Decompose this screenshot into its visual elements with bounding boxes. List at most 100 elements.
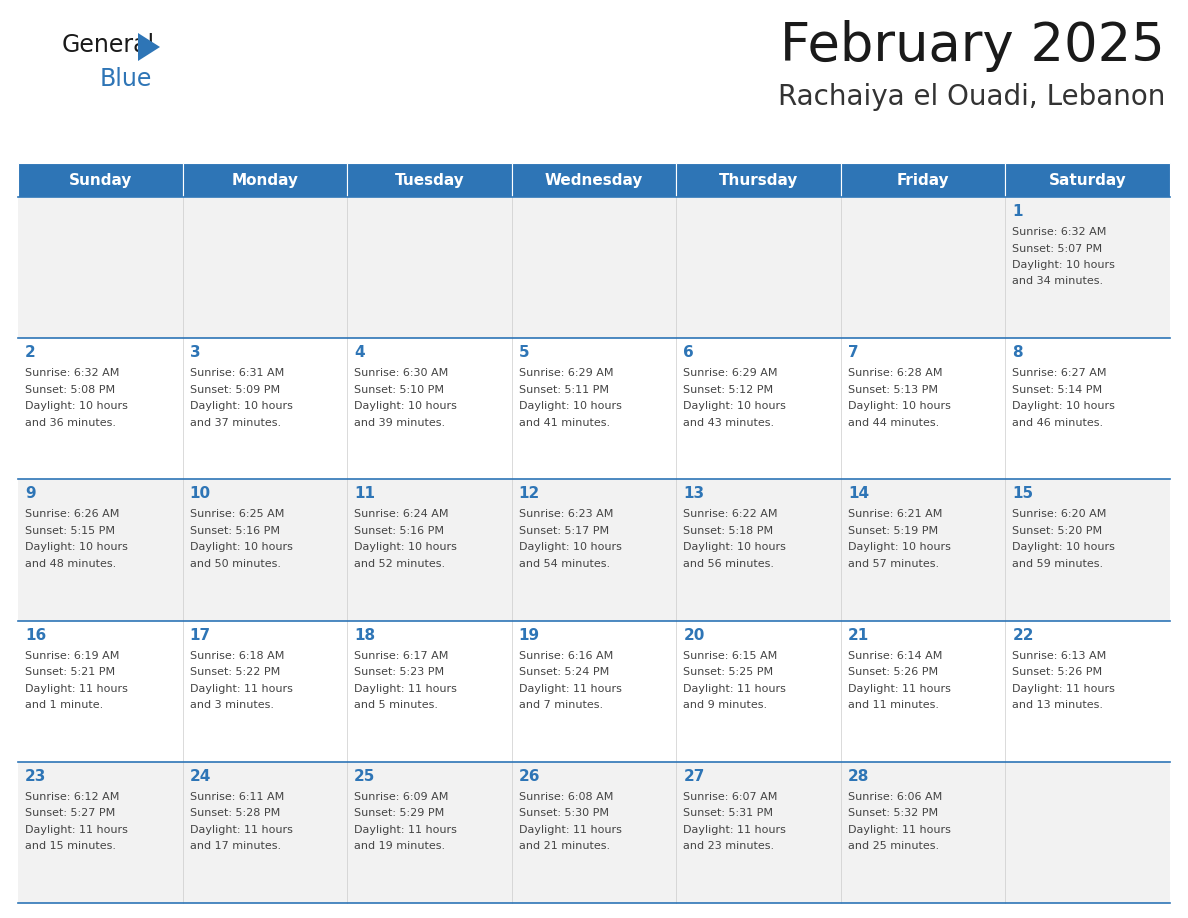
Text: Monday: Monday bbox=[232, 173, 298, 187]
Text: Sunrise: 6:24 AM: Sunrise: 6:24 AM bbox=[354, 509, 449, 520]
Text: 9: 9 bbox=[25, 487, 36, 501]
Text: Daylight: 10 hours: Daylight: 10 hours bbox=[190, 401, 292, 411]
Text: Daylight: 11 hours: Daylight: 11 hours bbox=[519, 824, 621, 834]
Text: Sunrise: 6:11 AM: Sunrise: 6:11 AM bbox=[190, 792, 284, 801]
Text: Sunset: 5:14 PM: Sunset: 5:14 PM bbox=[1012, 385, 1102, 395]
Text: Sunrise: 6:18 AM: Sunrise: 6:18 AM bbox=[190, 651, 284, 661]
Text: Sunrise: 6:16 AM: Sunrise: 6:16 AM bbox=[519, 651, 613, 661]
Text: 27: 27 bbox=[683, 768, 704, 784]
Text: Sunrise: 6:26 AM: Sunrise: 6:26 AM bbox=[25, 509, 119, 520]
Text: Sunrise: 6:08 AM: Sunrise: 6:08 AM bbox=[519, 792, 613, 801]
Text: and 50 minutes.: and 50 minutes. bbox=[190, 559, 280, 569]
Text: and 1 minute.: and 1 minute. bbox=[25, 700, 103, 711]
Text: Wednesday: Wednesday bbox=[545, 173, 643, 187]
Text: Sunrise: 6:31 AM: Sunrise: 6:31 AM bbox=[190, 368, 284, 378]
Bar bbox=[676, 197, 841, 338]
Text: Sunset: 5:21 PM: Sunset: 5:21 PM bbox=[25, 667, 115, 677]
Text: and 37 minutes.: and 37 minutes. bbox=[190, 418, 280, 428]
Bar bbox=[18, 197, 183, 338]
Text: Sunset: 5:29 PM: Sunset: 5:29 PM bbox=[354, 809, 444, 818]
Text: and 52 minutes.: and 52 minutes. bbox=[354, 559, 446, 569]
Text: Sunrise: 6:23 AM: Sunrise: 6:23 AM bbox=[519, 509, 613, 520]
Text: Sunrise: 6:07 AM: Sunrise: 6:07 AM bbox=[683, 792, 778, 801]
Bar bbox=[676, 479, 841, 621]
Text: Daylight: 11 hours: Daylight: 11 hours bbox=[354, 684, 457, 694]
Text: and 25 minutes.: and 25 minutes. bbox=[848, 841, 939, 851]
Text: Sunrise: 6:32 AM: Sunrise: 6:32 AM bbox=[25, 368, 119, 378]
Text: 3: 3 bbox=[190, 345, 201, 360]
Text: Daylight: 11 hours: Daylight: 11 hours bbox=[1012, 684, 1116, 694]
Bar bbox=[512, 338, 676, 479]
Text: Sunset: 5:24 PM: Sunset: 5:24 PM bbox=[519, 667, 609, 677]
Text: Daylight: 11 hours: Daylight: 11 hours bbox=[683, 824, 786, 834]
Text: Sunrise: 6:32 AM: Sunrise: 6:32 AM bbox=[1012, 227, 1107, 237]
Text: Daylight: 10 hours: Daylight: 10 hours bbox=[683, 543, 786, 553]
Text: 24: 24 bbox=[190, 768, 211, 784]
Text: Sunset: 5:32 PM: Sunset: 5:32 PM bbox=[848, 809, 939, 818]
Text: 4: 4 bbox=[354, 345, 365, 360]
Text: Sunrise: 6:06 AM: Sunrise: 6:06 AM bbox=[848, 792, 942, 801]
Text: and 44 minutes.: and 44 minutes. bbox=[848, 418, 939, 428]
Bar bbox=[347, 163, 512, 197]
Bar bbox=[347, 338, 512, 479]
Text: Sunset: 5:23 PM: Sunset: 5:23 PM bbox=[354, 667, 444, 677]
Text: 2: 2 bbox=[25, 345, 36, 360]
Bar bbox=[676, 621, 841, 762]
Text: 22: 22 bbox=[1012, 628, 1034, 643]
Text: Daylight: 10 hours: Daylight: 10 hours bbox=[25, 543, 128, 553]
Text: Daylight: 11 hours: Daylight: 11 hours bbox=[848, 684, 950, 694]
Text: 7: 7 bbox=[848, 345, 859, 360]
Text: Sunrise: 6:27 AM: Sunrise: 6:27 AM bbox=[1012, 368, 1107, 378]
Bar bbox=[1005, 621, 1170, 762]
Bar bbox=[183, 762, 347, 903]
Text: and 59 minutes.: and 59 minutes. bbox=[1012, 559, 1104, 569]
Text: Sunrise: 6:20 AM: Sunrise: 6:20 AM bbox=[1012, 509, 1107, 520]
Text: Daylight: 10 hours: Daylight: 10 hours bbox=[1012, 260, 1116, 270]
Text: Sunset: 5:25 PM: Sunset: 5:25 PM bbox=[683, 667, 773, 677]
Text: and 11 minutes.: and 11 minutes. bbox=[848, 700, 939, 711]
Text: and 17 minutes.: and 17 minutes. bbox=[190, 841, 280, 851]
Bar bbox=[18, 762, 183, 903]
Bar bbox=[18, 621, 183, 762]
Text: Sunrise: 6:12 AM: Sunrise: 6:12 AM bbox=[25, 792, 119, 801]
Text: Daylight: 11 hours: Daylight: 11 hours bbox=[25, 824, 128, 834]
Text: 1: 1 bbox=[1012, 204, 1023, 219]
Text: Sunset: 5:30 PM: Sunset: 5:30 PM bbox=[519, 809, 608, 818]
Text: and 23 minutes.: and 23 minutes. bbox=[683, 841, 775, 851]
Text: Sunrise: 6:13 AM: Sunrise: 6:13 AM bbox=[1012, 651, 1107, 661]
Text: Daylight: 10 hours: Daylight: 10 hours bbox=[190, 543, 292, 553]
Text: Sunset: 5:26 PM: Sunset: 5:26 PM bbox=[848, 667, 939, 677]
Text: Sunset: 5:31 PM: Sunset: 5:31 PM bbox=[683, 809, 773, 818]
Text: Daylight: 11 hours: Daylight: 11 hours bbox=[519, 684, 621, 694]
Text: Sunset: 5:17 PM: Sunset: 5:17 PM bbox=[519, 526, 608, 536]
Bar bbox=[1005, 197, 1170, 338]
Polygon shape bbox=[138, 33, 160, 61]
Bar bbox=[841, 762, 1005, 903]
Bar bbox=[347, 479, 512, 621]
Text: Daylight: 10 hours: Daylight: 10 hours bbox=[848, 401, 950, 411]
Bar bbox=[841, 163, 1005, 197]
Bar bbox=[347, 621, 512, 762]
Text: Daylight: 10 hours: Daylight: 10 hours bbox=[519, 543, 621, 553]
Text: Sunrise: 6:29 AM: Sunrise: 6:29 AM bbox=[519, 368, 613, 378]
Bar bbox=[841, 621, 1005, 762]
Text: 14: 14 bbox=[848, 487, 868, 501]
Text: and 7 minutes.: and 7 minutes. bbox=[519, 700, 602, 711]
Text: Daylight: 11 hours: Daylight: 11 hours bbox=[683, 684, 786, 694]
Text: Daylight: 11 hours: Daylight: 11 hours bbox=[190, 684, 292, 694]
Text: and 43 minutes.: and 43 minutes. bbox=[683, 418, 775, 428]
Bar bbox=[183, 479, 347, 621]
Text: Tuesday: Tuesday bbox=[394, 173, 465, 187]
Bar bbox=[512, 197, 676, 338]
Text: 17: 17 bbox=[190, 628, 210, 643]
Text: Sunrise: 6:21 AM: Sunrise: 6:21 AM bbox=[848, 509, 942, 520]
Text: 13: 13 bbox=[683, 487, 704, 501]
Text: and 36 minutes.: and 36 minutes. bbox=[25, 418, 116, 428]
Text: Thursday: Thursday bbox=[719, 173, 798, 187]
Text: and 5 minutes.: and 5 minutes. bbox=[354, 700, 438, 711]
Text: Daylight: 10 hours: Daylight: 10 hours bbox=[1012, 543, 1116, 553]
Text: Daylight: 10 hours: Daylight: 10 hours bbox=[1012, 401, 1116, 411]
Text: Saturday: Saturday bbox=[1049, 173, 1126, 187]
Bar bbox=[512, 621, 676, 762]
Text: 28: 28 bbox=[848, 768, 870, 784]
